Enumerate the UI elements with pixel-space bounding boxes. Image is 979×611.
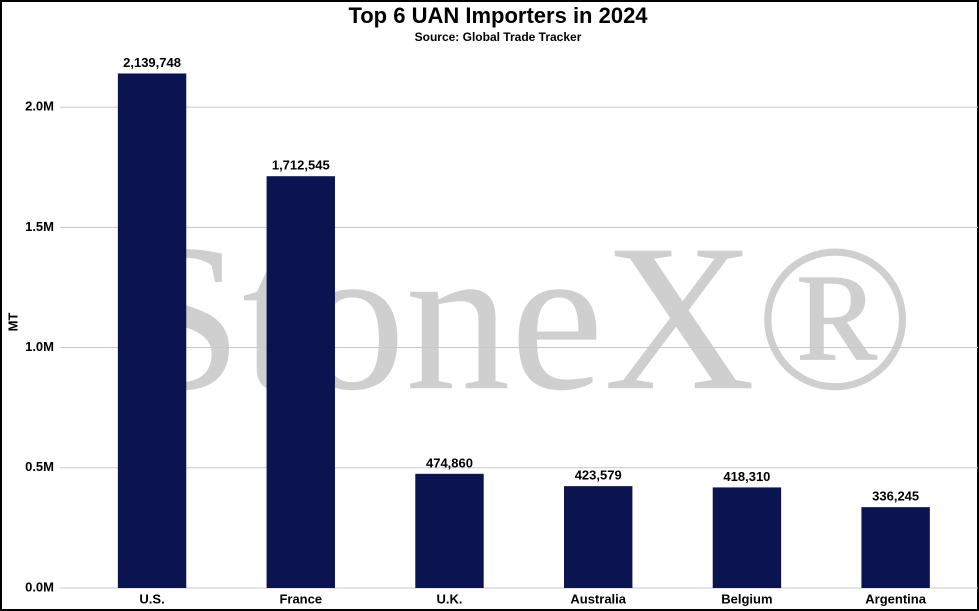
value-label: 2,139,748 [123, 55, 181, 70]
chart-title: Top 6 UAN Importers in 2024 [348, 3, 648, 28]
y-tick-label: 1.5M [25, 219, 54, 234]
value-label: 1,712,545 [272, 158, 330, 173]
y-axis-label: MT [5, 313, 20, 332]
bar [712, 487, 782, 588]
value-label: 418,310 [723, 469, 770, 484]
x-tick-label: U.S. [139, 591, 164, 606]
y-tick-label: 2.0M [25, 99, 54, 114]
chart-subtitle: Source: Global Trade Tracker [415, 30, 582, 44]
watermark: StoneX® [125, 202, 915, 434]
y-tick-label: 0.5M [25, 459, 54, 474]
bar [415, 473, 484, 588]
y-tick-label: 1.0M [25, 339, 54, 354]
bar [861, 507, 930, 588]
value-label: 423,579 [575, 468, 622, 483]
x-tick-label: France [279, 591, 322, 606]
x-tick-label: Australia [570, 591, 626, 606]
y-tick-label: 0.0M [25, 579, 54, 594]
x-tick-label: Argentina [865, 591, 926, 606]
x-tick-label: Belgium [721, 591, 772, 606]
x-tick-label: U.K. [436, 591, 462, 606]
value-label: 474,860 [426, 455, 473, 470]
value-label: 336,245 [872, 489, 919, 504]
bar [266, 176, 335, 589]
bar [117, 73, 187, 589]
bar [564, 486, 633, 588]
